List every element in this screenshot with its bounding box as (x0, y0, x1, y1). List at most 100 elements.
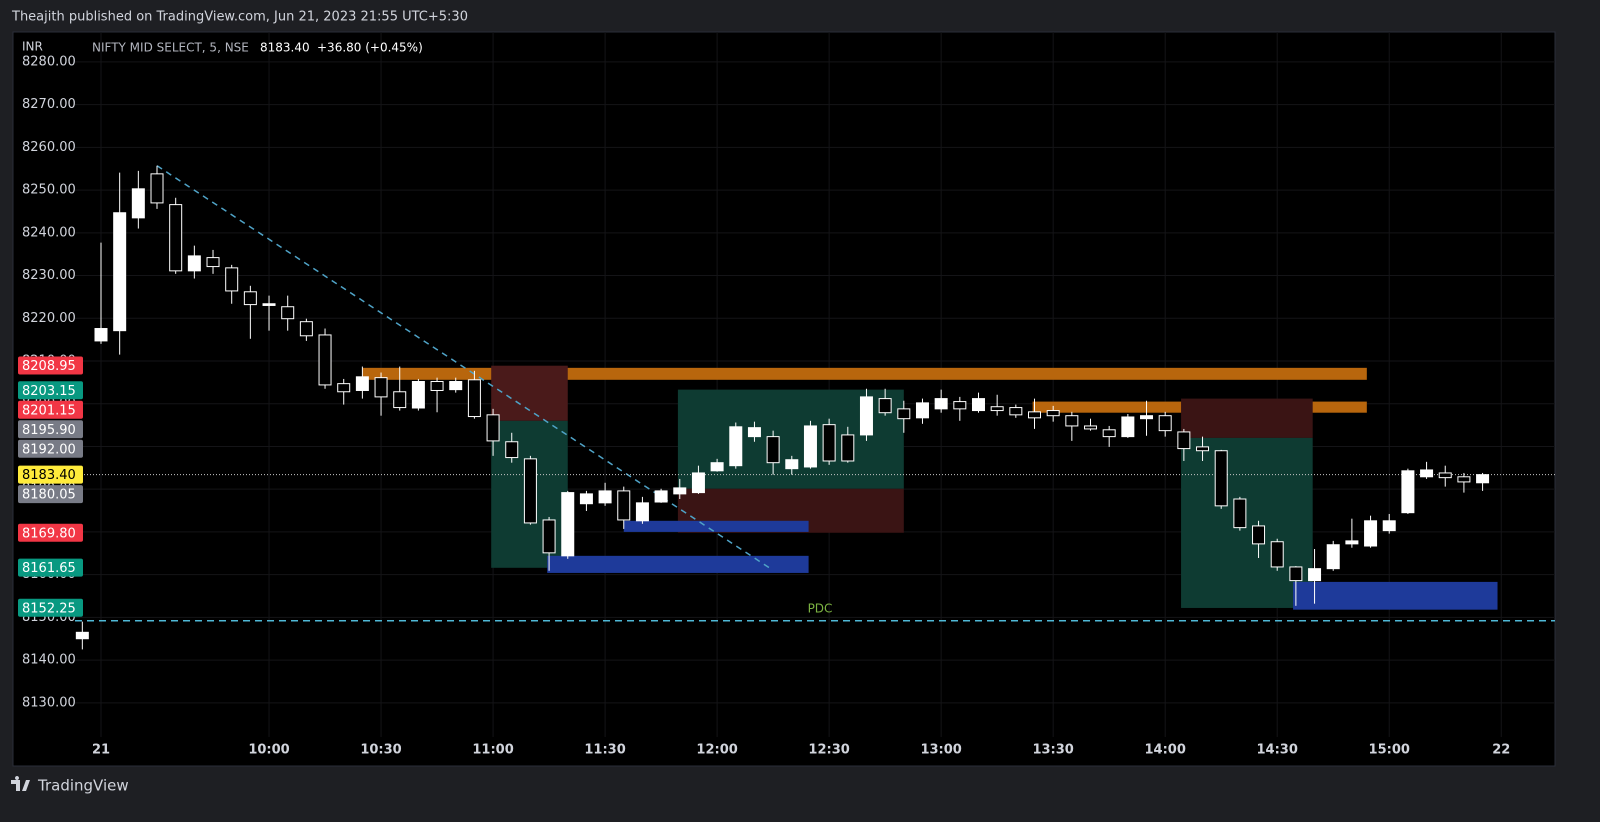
candle-body (785, 459, 799, 470)
candle-body (766, 436, 780, 464)
candle-body (542, 519, 556, 554)
price-tag-label: 8169.80 (22, 526, 76, 541)
price-tag-label: 8192.00 (22, 442, 76, 457)
candle-body (299, 321, 313, 337)
price-tag-label: 8152.25 (22, 601, 76, 616)
candle-body (1196, 446, 1210, 452)
x-tick-label: 14:30 (1257, 743, 1298, 758)
candle-body (1420, 469, 1434, 478)
pdc-label: PDC (808, 601, 833, 615)
candle-body (673, 487, 687, 495)
candle-body (505, 441, 519, 459)
candle-body (803, 425, 817, 468)
candle-body (486, 414, 500, 442)
candle-body (990, 406, 1004, 412)
y-tick-label: 8220.00 (22, 311, 76, 326)
price-tag (18, 523, 83, 542)
y-tick-label: 8250.00 (22, 183, 76, 198)
price-tag-label: 8183.40 (22, 468, 76, 483)
zone (491, 365, 568, 421)
y-tick-label: 8270.00 (22, 97, 76, 112)
candle-body (1476, 474, 1490, 484)
zone (1181, 398, 1313, 438)
candle-body (523, 458, 537, 524)
price-tag-label: 8208.95 (22, 359, 76, 374)
candle-body (1438, 472, 1452, 479)
candle-body (1177, 431, 1191, 450)
x-tick-label: 13:00 (920, 743, 961, 758)
price-tag (18, 381, 83, 400)
y-tick-label: 8130.00 (22, 695, 76, 710)
publisher: Theajith published on TradingView.com, J… (11, 10, 468, 25)
candle-body (1233, 498, 1247, 529)
y-tick-label: 8260.00 (22, 140, 76, 155)
logo (11, 776, 30, 791)
symbol: NIFTY MID SELECT, 5, NSE (92, 41, 249, 55)
candle-body (561, 492, 575, 557)
price-tag (18, 356, 83, 375)
price-tag (18, 439, 83, 458)
candle-body (635, 502, 649, 522)
candle-body (374, 377, 388, 398)
candle-body (934, 398, 948, 410)
candle-body (1382, 520, 1396, 532)
candle-body (1084, 425, 1098, 430)
candle-body (841, 434, 855, 462)
candle-body (355, 376, 369, 391)
candle-body (617, 490, 631, 521)
price-tag-label: 8161.65 (22, 561, 76, 576)
currency: INR (22, 40, 43, 54)
candle-body (710, 462, 724, 472)
candle-body (1364, 520, 1378, 547)
x-tick-label: 11:30 (584, 743, 625, 758)
candle-body (1028, 411, 1041, 419)
candle-body (281, 306, 295, 320)
candle-body (859, 396, 873, 436)
candle-body (262, 303, 276, 306)
x-tick-label: 12:00 (696, 743, 737, 758)
x-tick-label: 10:30 (360, 743, 401, 758)
x-tick-label: 22 (1492, 743, 1510, 758)
candle-body (169, 204, 183, 272)
zone (623, 520, 809, 532)
price-tag-label: 8195.90 (22, 423, 76, 438)
candle-body (1140, 415, 1154, 420)
candle-body (822, 424, 836, 462)
candle-body (1308, 568, 1322, 582)
candle-body (598, 490, 612, 504)
candle-body (430, 381, 444, 391)
candle-body (1121, 416, 1135, 438)
candle-body (878, 398, 892, 414)
price-tag-label: 8203.15 (22, 384, 76, 399)
candle-body (1158, 415, 1172, 432)
candle-body (1345, 540, 1359, 545)
candle-body (915, 402, 929, 419)
change: +36.80 (+0.45%) (317, 41, 423, 55)
candle-body (1102, 429, 1116, 438)
price-tag (18, 420, 83, 439)
y-tick-label: 8140.00 (22, 653, 76, 668)
candle-body (113, 212, 127, 332)
candle-body (318, 334, 332, 386)
x-tick-label: 10:00 (248, 743, 289, 758)
candle-body (467, 379, 481, 418)
candle-body (243, 291, 257, 306)
candle-body (654, 490, 668, 503)
last-price: 8183.40 (260, 41, 310, 55)
candle-body (393, 391, 407, 409)
candle-body (579, 493, 593, 505)
price-tag (18, 598, 83, 617)
candle-body (1270, 541, 1284, 568)
brand: TradingView (37, 777, 129, 795)
candle-body (897, 408, 911, 420)
price-tag (18, 558, 83, 577)
x-tick-label: 14:00 (1144, 743, 1185, 758)
zone (547, 555, 809, 573)
candle-body (131, 188, 145, 219)
y-tick-label: 8230.00 (22, 268, 76, 283)
candle-body (225, 267, 239, 292)
y-tick-label: 8280.00 (22, 54, 76, 69)
x-tick-label: 12:30 (808, 743, 849, 758)
